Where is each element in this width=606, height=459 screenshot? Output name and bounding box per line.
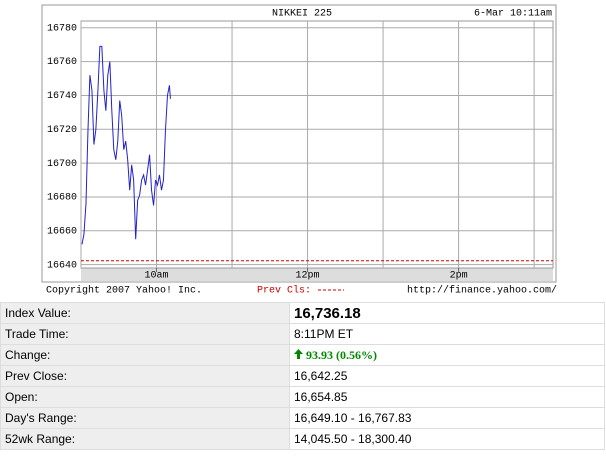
row-label: Trade Time:: [0, 323, 290, 345]
x-axis-band: [81, 268, 553, 281]
row-value: 16,736.18: [289, 302, 605, 324]
price-line: [81, 45, 171, 245]
row-label: Prev Close:: [0, 365, 290, 387]
row-label: Day's Range:: [0, 407, 290, 429]
row-value: 93.93 (0.56%): [289, 344, 605, 366]
chart-title: NIKKEI 225: [272, 9, 332, 20]
row-value: 8:11PM ET: [289, 323, 605, 345]
x-tick-label: 12pm: [296, 271, 320, 282]
y-tick-label: 16720: [47, 125, 77, 136]
copyright: Copyright 2007 Yahoo! Inc.: [46, 285, 202, 297]
y-tick-label: 16760: [47, 57, 77, 68]
row-value: 16,654.85: [289, 386, 605, 408]
row-value: 16,642.25: [289, 365, 605, 387]
source-url: http://finance.yahoo.com/: [407, 285, 557, 297]
timestamp: 6-Mar 10:11am: [474, 9, 552, 20]
quote-table: Index Value: 16,736.18 Trade Time: 8:11PM …: [0, 302, 605, 450]
chart-frame: [41, 4, 557, 283]
row-label: Open:: [0, 386, 290, 408]
row-value: 14,045.50 - 18,300.40: [289, 428, 605, 450]
y-tick-label: 16700: [47, 159, 77, 170]
y-tick-label: 16680: [47, 193, 77, 204]
y-tick-label: 16640: [47, 260, 77, 271]
change-value: 93.93 (0.56%): [306, 347, 377, 362]
row-label: 52wk Range:: [0, 428, 290, 450]
x-tick-label: 10am: [145, 271, 169, 282]
row-label: Change:: [0, 344, 290, 366]
chart: NIKKEI 225 6-Mar 10:11am Copyright 2007 …: [41, 4, 557, 297]
y-tick-label: 16740: [47, 91, 77, 102]
row-value: 16,649.10 - 16,767.83: [289, 407, 605, 429]
up-arrow: [294, 348, 303, 359]
row-label: Index Value:: [0, 302, 290, 324]
x-tick-label: 2pm: [450, 271, 468, 282]
y-tick-label: 16780: [47, 23, 77, 34]
y-tick-label: 16660: [47, 226, 77, 237]
prev-close-legend: Prev Cls:: [257, 285, 311, 297]
